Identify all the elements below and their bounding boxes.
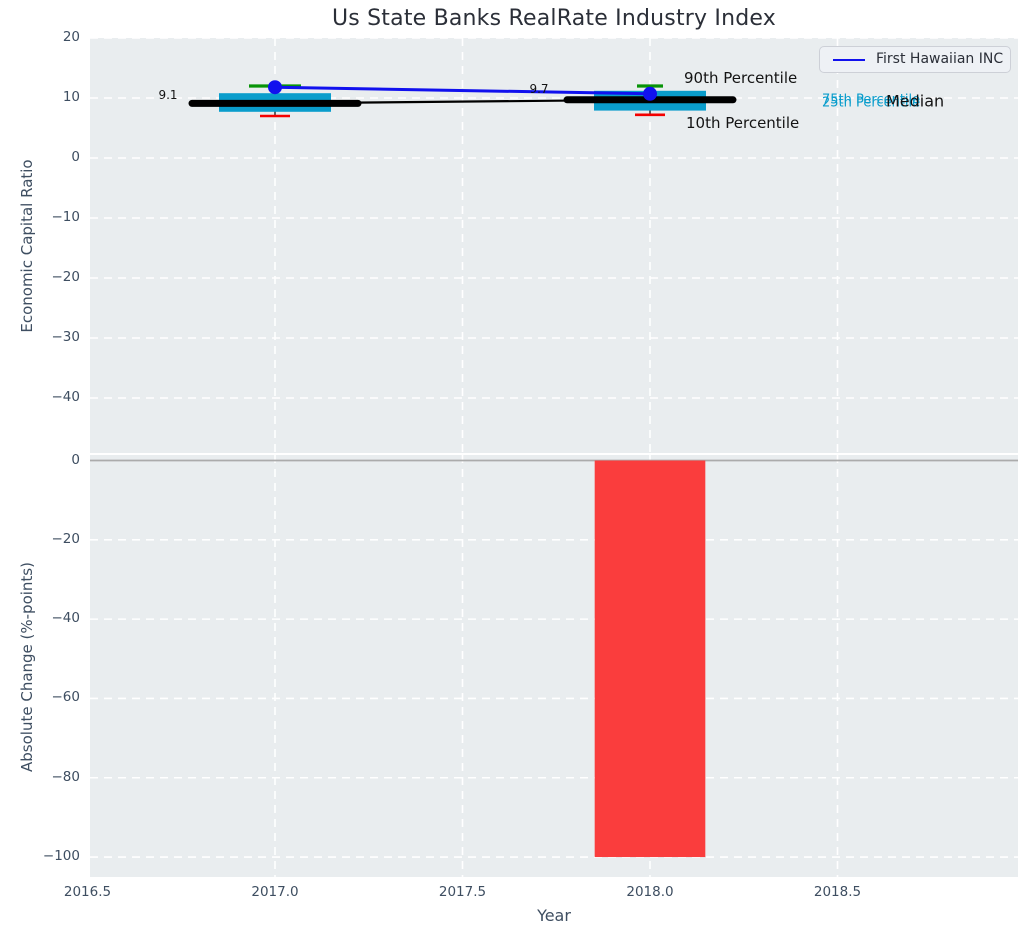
p75-annotation: 75th Percentile (822, 92, 921, 108)
y-tick-label-top: −20 (51, 269, 81, 285)
y-tick-label-top: −40 (51, 389, 81, 405)
legend-line-sample (833, 58, 865, 61)
p25-annotation: 25th Percentile (822, 95, 921, 111)
x-tick-label: 2018.0 (626, 884, 674, 900)
company-line (274, 85, 651, 96)
median-value-label-2018: 9.7 (529, 82, 549, 96)
y-tick-label-bottom: −80 (51, 768, 81, 785)
legend: First Hawaiian INC (819, 46, 1011, 73)
x-tick-label: 2016.5 (63, 884, 112, 900)
company-marker (643, 86, 657, 101)
y-tick-label-top: 0 (71, 149, 80, 165)
y-tick-label-bottom: −20 (51, 530, 81, 547)
x-axis-label: Year (537, 906, 571, 925)
y-tick-label-bottom: −40 (51, 610, 81, 627)
y-tick-label-top: −30 (51, 329, 81, 345)
y-tick-label-bottom: −100 (42, 848, 80, 865)
chart-title: Us State Banks RealRate Industry Index (331, 6, 776, 31)
y-tick-label-bottom: 0 (71, 451, 80, 468)
median-annotation: Median (886, 91, 945, 111)
change-bar (594, 460, 706, 858)
median-value-label-2017: 9.1 (158, 88, 178, 102)
company-marker (268, 80, 282, 95)
y-tick-label-top: −10 (51, 209, 81, 225)
x-tick-label: 2017.0 (251, 884, 299, 900)
x-tick-label: 2018.5 (813, 884, 862, 900)
y-axis-label-top: Economic Capital Ratio (18, 159, 36, 333)
legend-label: First Hawaiian INC (876, 50, 1004, 67)
p90-annotation: 90th Percentile (684, 69, 798, 87)
x-tick-label: 2017.5 (438, 884, 487, 900)
y-tick-label-top: 10 (62, 89, 80, 105)
y-axis-label-bottom: Absolute Change (%-points) (18, 562, 36, 772)
y-tick-label-bottom: −60 (51, 689, 81, 706)
p10-annotation: 10th Percentile (686, 114, 800, 132)
bottom-panel-background (90, 455, 1018, 877)
y-tick-label-top: 20 (62, 29, 80, 45)
